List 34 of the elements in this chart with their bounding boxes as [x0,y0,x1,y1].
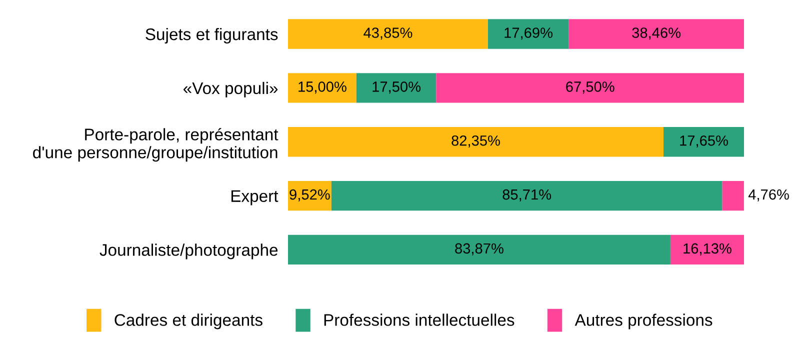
legend-label: Autres professions [574,314,712,330]
bar [670,234,744,265]
data-label: 17,69% [504,28,552,40]
legend-label: Professions intellectuelles [324,314,514,326]
data-label: 9,52% [290,189,330,202]
y-tick-label: Porte-parole, représentant d'une personne/groupe/institution [33,128,278,162]
bar [356,73,436,103]
bar [664,127,744,157]
y-tick-label: «Vox populi» [184,82,278,98]
bar [288,180,332,211]
bar [331,180,722,211]
data-label: 4,76% [748,189,789,202]
data-label: 67,50% [566,82,614,94]
data-label: 85,71% [502,189,552,202]
data-label: 82,35% [452,135,500,148]
data-label: 17,50% [372,82,421,94]
data-label: 83,87% [455,243,504,256]
y-tick-label: Journaliste/photographe [100,244,278,260]
bar [488,19,569,49]
bar [288,127,664,157]
legend-label: Cadres et dirigeants [114,314,262,330]
bar [568,19,744,49]
bar [288,19,488,49]
bar [288,73,356,103]
data-label: 17,65% [680,135,728,148]
y-tick-label: Sujets et figurants [146,28,278,44]
bar [722,180,744,211]
data-label: 43,85% [364,28,412,40]
data-label: 16,13% [684,243,732,256]
data-label: 15,00% [298,82,346,94]
bar [436,73,744,103]
y-tick-label: Expert [231,190,278,206]
bar [288,234,670,265]
data-label: 38,46% [632,28,681,40]
